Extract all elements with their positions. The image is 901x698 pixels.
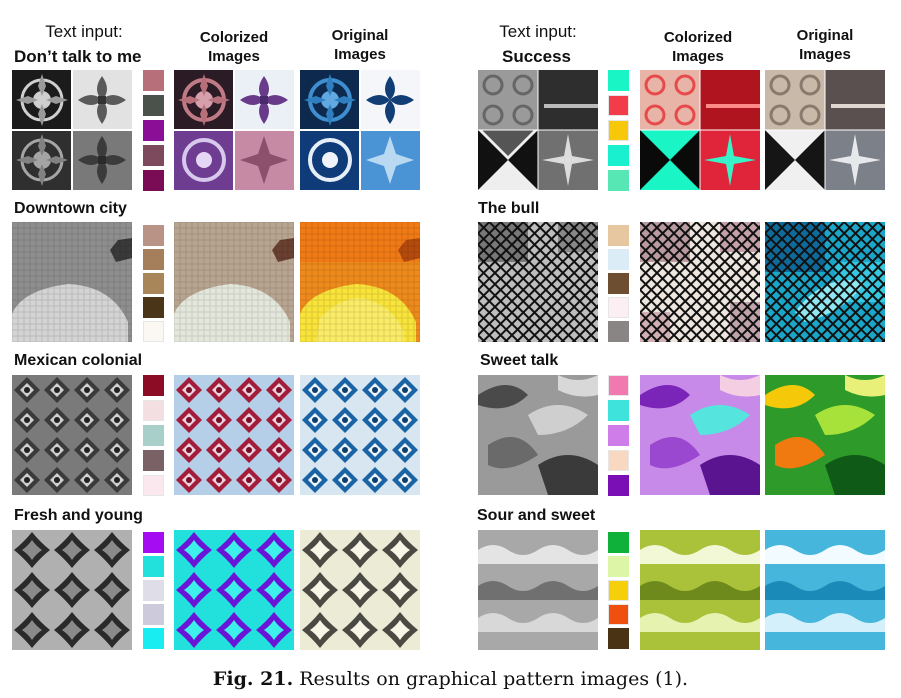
- palette-swatch-right-2-2: [608, 425, 629, 446]
- palette-swatch-right-0-3: [608, 145, 629, 166]
- row-title-downtown-city: Downtown city: [14, 200, 127, 217]
- row-title-fresh-and-young: Fresh and young: [14, 507, 143, 524]
- left-colorized-header: Colorized Images: [174, 28, 294, 66]
- palette-swatch-left-3-4: [143, 628, 164, 649]
- palette-swatch-left-1-4: [143, 321, 164, 342]
- right-original-header: Original Images: [765, 26, 885, 64]
- original-image-mexican-colonial: [300, 375, 420, 495]
- palette-swatch-left-3-2: [143, 580, 164, 601]
- palette-swatch-left-1-3: [143, 297, 164, 318]
- palette-swatch-left-1-0: [143, 225, 164, 246]
- figure-caption-label: Fig. 21.: [212, 668, 294, 690]
- palette-swatch-left-0-1: [143, 95, 164, 116]
- right-original-header-line2: Images: [799, 46, 851, 63]
- colorized-image-dont-talk-to-me: [174, 70, 294, 190]
- palette-swatch-right-3-4: [608, 628, 629, 649]
- palette-swatch-right-3-2: [608, 580, 629, 601]
- row-title-sour-and-sweet: Sour and sweet: [477, 507, 596, 524]
- input-image-dont-talk-to-me: [12, 70, 132, 190]
- palette-swatch-left-2-0: [143, 375, 164, 396]
- input-image-sour-and-sweet: [478, 530, 598, 650]
- input-image-mexican-colonial: [12, 375, 132, 495]
- original-image-downtown-city: [300, 222, 420, 342]
- palette-swatch-left-2-1: [143, 400, 164, 421]
- original-image-sweet-talk: [765, 375, 885, 495]
- palette-swatch-right-3-0: [608, 532, 629, 553]
- figure-caption-text: Results on graphical pattern images (1).: [293, 668, 689, 690]
- input-image-the-bull: [478, 222, 598, 342]
- input-image-downtown-city: [12, 222, 132, 342]
- palette-swatch-left-3-0: [143, 532, 164, 553]
- colorized-image-downtown-city: [174, 222, 294, 342]
- palette-swatch-left-0-2: [143, 120, 164, 141]
- palette-swatch-right-0-0: [608, 70, 629, 91]
- left-colorized-header-line2: Images: [208, 48, 260, 65]
- original-image-fresh-and-young: [300, 530, 420, 650]
- row-title-sweet-talk: Sweet talk: [480, 352, 559, 369]
- left-original-header-line2: Images: [334, 46, 386, 63]
- palette-swatch-left-0-3: [143, 145, 164, 166]
- colorized-image-sweet-talk: [640, 375, 760, 495]
- colorized-image-mexican-colonial: [174, 375, 294, 495]
- palette-swatch-left-2-4: [143, 475, 164, 496]
- palette-swatch-left-1-2: [143, 273, 164, 294]
- palette-swatch-right-2-4: [608, 475, 629, 496]
- palette-swatch-right-1-4: [608, 321, 629, 342]
- palette-swatch-right-2-0: [608, 375, 629, 396]
- palette-swatch-left-1-1: [143, 249, 164, 270]
- palette-swatch-left-0-4: [143, 170, 164, 191]
- right-text-input-label: Text input:: [499, 22, 577, 41]
- palette-swatch-left-3-3: [143, 604, 164, 625]
- input-image-fresh-and-young: [12, 530, 132, 650]
- right-colorized-header: Colorized Images: [638, 28, 758, 66]
- input-image-success: [478, 70, 598, 190]
- right-colorized-header-line1: Colorized: [663, 29, 733, 46]
- original-image-success: [765, 70, 885, 190]
- figure-caption: Fig. 21. Results on graphical pattern im…: [0, 668, 901, 690]
- palette-swatch-right-1-0: [608, 225, 629, 246]
- palette-swatch-right-3-1: [608, 556, 629, 577]
- right-colorized-header-line2: Images: [672, 48, 724, 65]
- palette-swatch-right-2-1: [608, 400, 629, 421]
- left-text-input-label: Text input:: [45, 22, 123, 41]
- palette-swatch-right-2-3: [608, 450, 629, 471]
- original-image-sour-and-sweet: [765, 530, 885, 650]
- palette-swatch-right-3-3: [608, 604, 629, 625]
- original-image-dont-talk-to-me: [300, 70, 420, 190]
- palette-swatch-left-0-0: [143, 70, 164, 91]
- palette-swatch-right-0-4: [608, 170, 629, 191]
- row-title-dont-talk-to-me: Don’t talk to me: [14, 47, 142, 66]
- input-image-sweet-talk: [478, 375, 598, 495]
- palette-swatch-right-0-2: [608, 120, 629, 141]
- row-title-the-bull: The bull: [478, 200, 540, 217]
- left-original-header-line1: Original: [331, 27, 389, 44]
- palette-swatch-right-1-1: [608, 249, 629, 270]
- palette-swatch-left-3-1: [143, 556, 164, 577]
- colorized-image-sour-and-sweet: [640, 530, 760, 650]
- palette-swatch-right-1-2: [608, 273, 629, 294]
- colorized-image-the-bull: [640, 222, 760, 342]
- palette-swatch-left-2-3: [143, 450, 164, 471]
- palette-swatch-right-1-3: [608, 297, 629, 318]
- original-image-the-bull: [765, 222, 885, 342]
- right-original-header-line1: Original: [796, 27, 854, 44]
- left-original-header: Original Images: [300, 26, 420, 64]
- left-colorized-header-line1: Colorized: [199, 29, 269, 46]
- row-title-mexican-colonial: Mexican colonial: [14, 352, 143, 369]
- row-title-success: Success: [502, 47, 571, 66]
- palette-swatch-left-2-2: [143, 425, 164, 446]
- colorized-image-success: [640, 70, 760, 190]
- palette-swatch-right-0-1: [608, 95, 629, 116]
- colorized-image-fresh-and-young: [174, 530, 294, 650]
